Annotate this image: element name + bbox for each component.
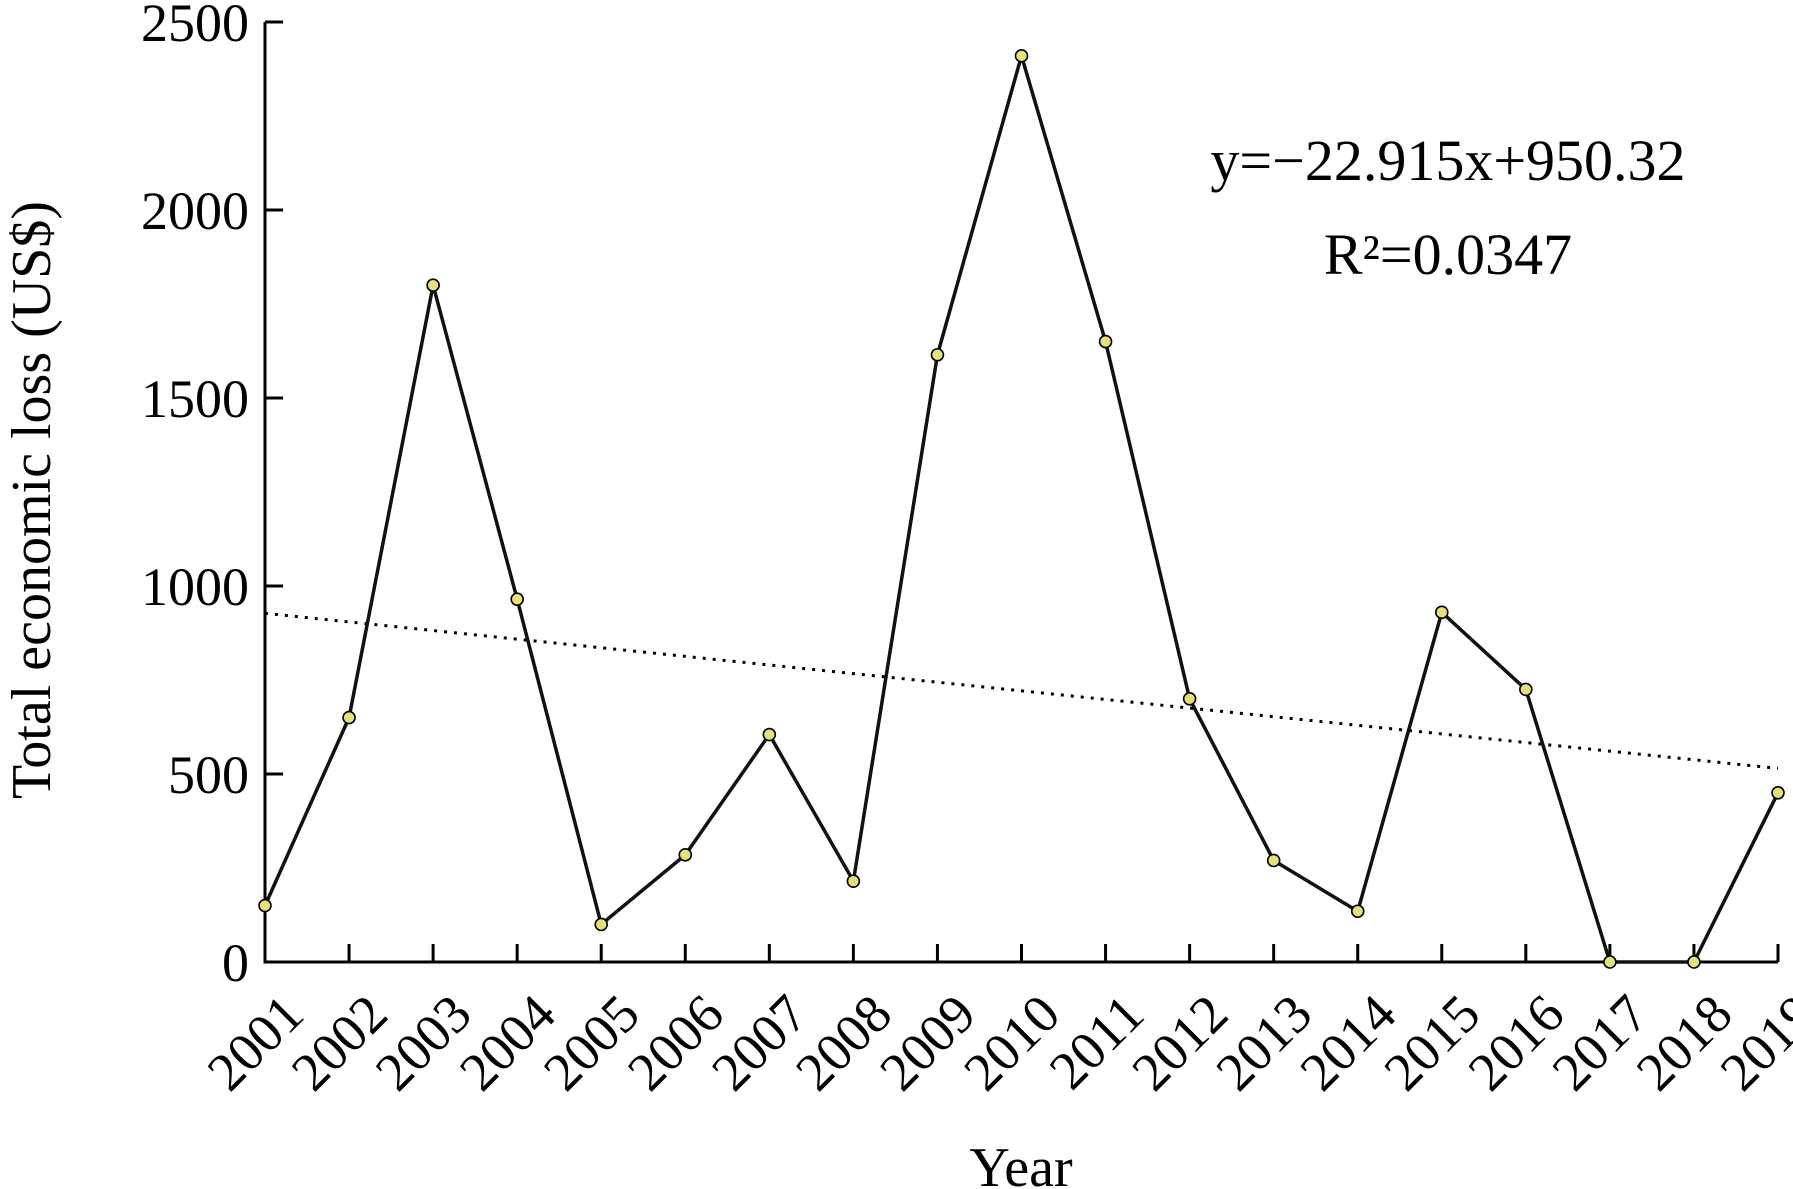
data-point — [846, 874, 861, 888]
data-point — [342, 710, 356, 725]
x-axis-title: Year — [969, 1137, 1073, 1189]
data-point — [1519, 682, 1533, 697]
r-squared-label: R²=0.0347 — [1324, 222, 1572, 287]
data-point — [1350, 904, 1365, 919]
data-point — [1687, 955, 1701, 969]
data-point — [426, 278, 440, 293]
y-tick-label: 500 — [168, 745, 249, 805]
data-point — [1434, 605, 1449, 620]
data-point — [1266, 853, 1281, 868]
data-point — [678, 848, 693, 862]
data-point — [258, 898, 272, 913]
y-tick-label: 1000 — [141, 557, 249, 617]
regression-equation: y=−22.915x+950.32 — [1210, 128, 1685, 193]
data-point — [594, 917, 609, 932]
data-point — [930, 347, 945, 362]
trendline-group — [264, 611, 1779, 770]
y-tick-label: 2000 — [141, 181, 249, 241]
data-point — [1182, 691, 1197, 706]
data-point — [1014, 49, 1029, 63]
y-tick-label: 2500 — [141, 0, 249, 53]
points-group — [258, 49, 1785, 969]
y-ticks: 0 500 1000 1500 2000 2500 — [141, 0, 283, 993]
y-tick-label: 0 — [222, 933, 249, 993]
trendline — [264, 611, 1779, 770]
data-point — [1098, 334, 1113, 349]
data-point — [1603, 955, 1617, 969]
data-point — [1771, 785, 1785, 800]
regression-annotation: y=−22.915x+950.32 R²=0.0347 — [1210, 128, 1685, 287]
data-point — [510, 592, 524, 606]
y-tick-label: 1500 — [141, 369, 249, 429]
y-axis-title: Total economic loss (US$) — [1, 201, 63, 799]
x-ticks: 2001200220032004200520062007200820092010… — [196, 944, 1793, 1102]
data-point — [762, 727, 777, 742]
